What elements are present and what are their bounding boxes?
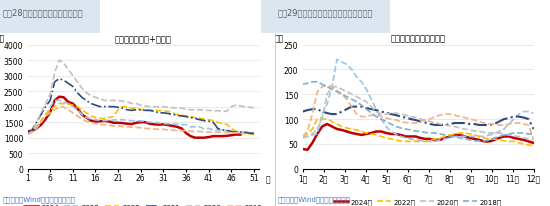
Text: 周: 周 [265, 174, 270, 183]
Text: 资料来源：Wind，国盛证券研究所: 资料来源：Wind，国盛证券研究所 [278, 195, 351, 202]
Y-axis label: 万吨: 万吨 [275, 34, 284, 43]
Legend: 2024, 2023, 2022, 2021, 2020, 2019: 2024, 2023, 2022, 2021, 2020, 2019 [21, 201, 265, 206]
Text: 资料来源：Wind，国盛证券研究所: 资料来源：Wind，国盛证券研究所 [3, 195, 76, 202]
Legend: 2024年, 2023年, 2022年, 2021年, 2020年, 2019年, 2018年: 2024年, 2023年, 2022年, 2021年, 2020年, 2019年… [332, 195, 504, 206]
Text: 图表28：近半月钢材库存环比续降: 图表28：近半月钢材库存环比续降 [3, 8, 84, 17]
Title: 中国库存：电解铝：合计: 中国库存：电解铝：合计 [390, 34, 446, 43]
Text: 图表29：近半月电解铝库存环比连续回落: 图表29：近半月电解铝库存环比连续回落 [278, 8, 373, 17]
Title: 钢材库存（厂库+社库）: 钢材库存（厂库+社库） [114, 34, 172, 43]
Y-axis label: 万吨: 万吨 [0, 34, 4, 43]
